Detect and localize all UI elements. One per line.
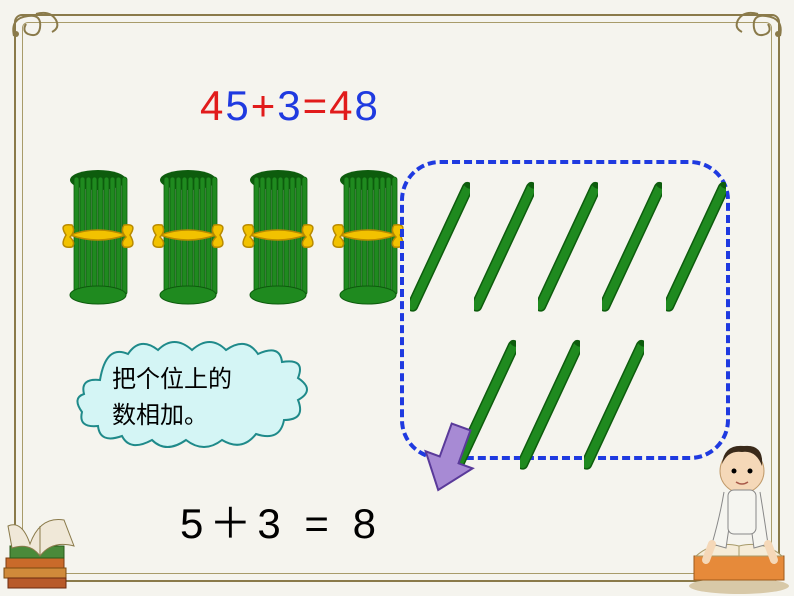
books-illustration bbox=[0, 486, 100, 596]
loose-sticks-bottom bbox=[456, 330, 644, 485]
loose-stick bbox=[602, 172, 662, 327]
stick-bundle bbox=[242, 165, 314, 305]
loose-stick bbox=[520, 330, 580, 485]
stick-bundle bbox=[332, 165, 404, 305]
equation-part: 8 bbox=[355, 82, 380, 130]
equation-part: 4 bbox=[200, 82, 225, 130]
bubble-text-line2: 数相加。 bbox=[112, 398, 232, 434]
loose-stick bbox=[666, 172, 726, 327]
loose-stick bbox=[410, 172, 470, 327]
loose-stick bbox=[538, 172, 598, 327]
equation-part: + bbox=[251, 82, 278, 130]
sub-equation: 5＋3 = 8 bbox=[180, 490, 382, 551]
equation-part: 4 bbox=[329, 82, 354, 130]
equation-part: = bbox=[303, 82, 330, 130]
equation-part: 5 bbox=[225, 82, 250, 130]
equation-part: 3 bbox=[277, 82, 302, 130]
bundles-area bbox=[62, 165, 404, 305]
stick-bundle bbox=[62, 165, 134, 305]
main-equation: 45 + 3 = 48 bbox=[200, 82, 380, 130]
loose-sticks-top bbox=[410, 172, 726, 327]
speech-bubble: 把个位上的 数相加。 bbox=[70, 340, 320, 450]
stick-bundle bbox=[152, 165, 224, 305]
loose-stick bbox=[584, 330, 644, 485]
bubble-text-line1: 把个位上的 bbox=[112, 362, 232, 398]
child-illustration bbox=[684, 416, 794, 596]
loose-stick bbox=[474, 172, 534, 327]
